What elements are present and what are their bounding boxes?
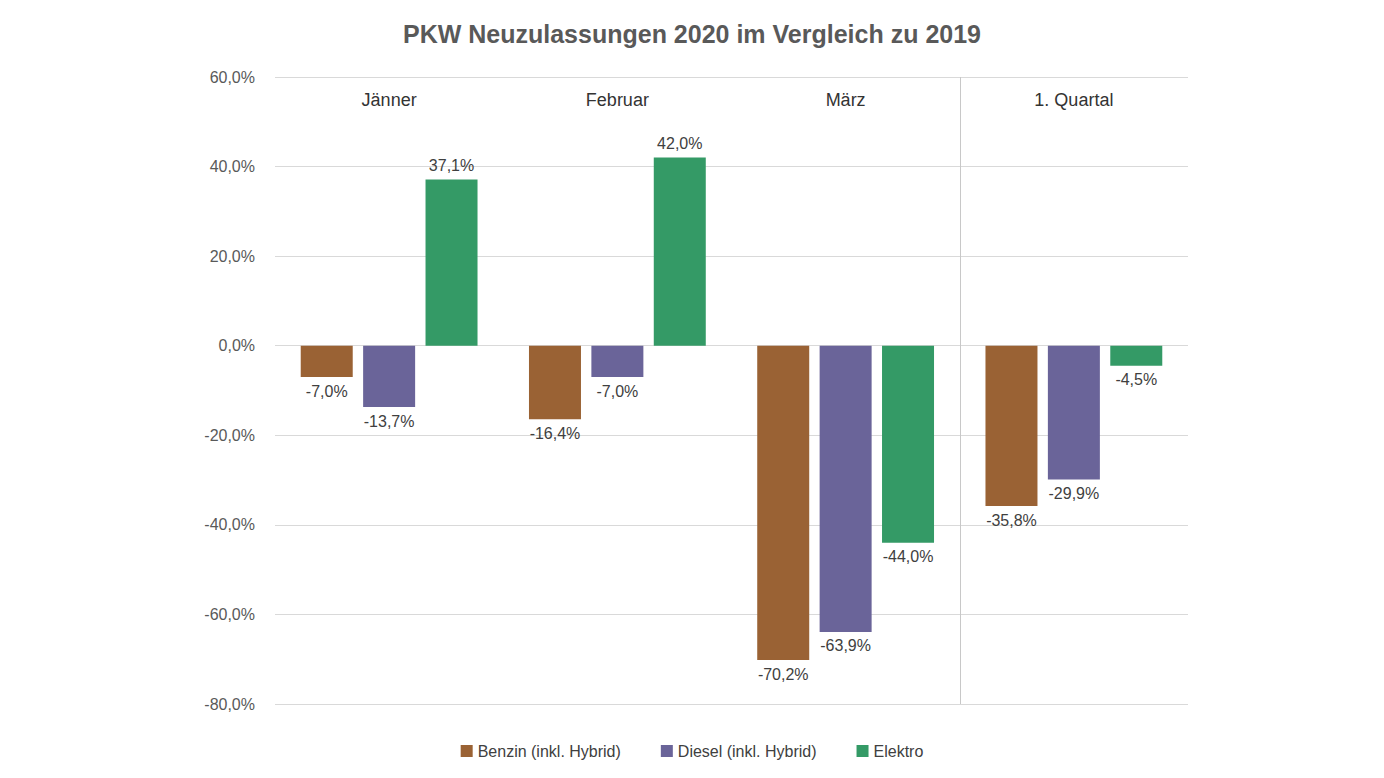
svg-text:Benzin (inkl. Hybrid): Benzin (inkl. Hybrid)	[478, 743, 621, 760]
svg-text:37,1%: 37,1%	[429, 157, 474, 174]
svg-text:42,0%: 42,0%	[657, 135, 702, 152]
svg-text:40,0%: 40,0%	[210, 158, 255, 175]
svg-text:-70,2%: -70,2%	[758, 666, 809, 683]
svg-text:0,0%: 0,0%	[219, 337, 255, 354]
svg-text:-80,0%: -80,0%	[204, 696, 255, 713]
svg-text:-16,4%: -16,4%	[530, 425, 581, 442]
svg-text:März: März	[826, 90, 866, 110]
svg-text:-20,0%: -20,0%	[204, 427, 255, 444]
svg-text:60,0%: 60,0%	[210, 69, 255, 86]
svg-text:-44,0%: -44,0%	[883, 548, 934, 565]
svg-text:-40,0%: -40,0%	[204, 516, 255, 533]
svg-text:Jänner: Jänner	[362, 90, 417, 110]
svg-text:-35,8%: -35,8%	[986, 512, 1037, 529]
svg-text:PKW Neuzulassungen 2020 im Ver: PKW Neuzulassungen 2020 im Vergleich zu …	[403, 20, 981, 48]
svg-text:-13,7%: -13,7%	[364, 413, 415, 430]
svg-text:-4,5%: -4,5%	[1115, 371, 1157, 388]
svg-text:1. Quartal: 1. Quartal	[1034, 90, 1113, 110]
svg-text:Februar: Februar	[586, 90, 649, 110]
svg-text:-7,0%: -7,0%	[306, 383, 348, 400]
svg-text:-7,0%: -7,0%	[596, 383, 638, 400]
svg-text:Elektro: Elektro	[874, 743, 924, 760]
svg-text:20,0%: 20,0%	[210, 248, 255, 265]
svg-text:-60,0%: -60,0%	[204, 606, 255, 623]
svg-text:-29,9%: -29,9%	[1049, 485, 1100, 502]
svg-text:-63,9%: -63,9%	[820, 637, 871, 654]
svg-text:Diesel (inkl. Hybrid): Diesel (inkl. Hybrid)	[678, 743, 817, 760]
